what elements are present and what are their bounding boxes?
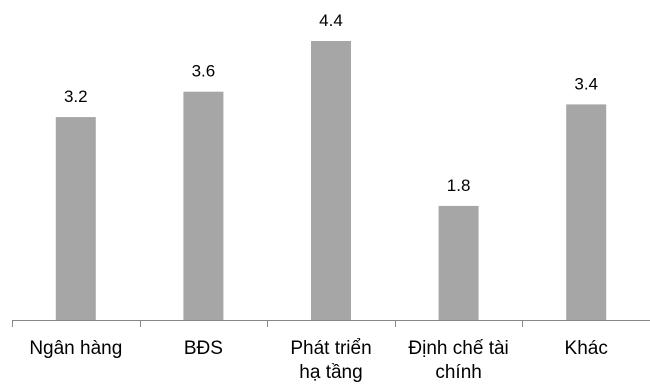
data-label-2: 4.4 [319, 11, 343, 30]
data-label-4: 3.4 [574, 74, 598, 93]
data-label-1: 3.6 [192, 62, 216, 81]
x-tick-label-0: Ngân hàng [29, 338, 122, 359]
x-axis-category-labels: Ngân hàng BĐS Phát triển hạ tầng Định chế tà… [29, 338, 608, 383]
x-tick-label-line: Ngân hàng [29, 338, 122, 359]
x-axis-ticks [12, 320, 523, 327]
x-tick-label-line: BĐS [184, 338, 223, 359]
bar-0 [55, 117, 96, 320]
data-label-0: 3.2 [64, 87, 88, 106]
data-label-3: 1.8 [447, 176, 471, 195]
x-tick-label-2: Phát triển hạ tầng [290, 338, 371, 383]
bar-1 [183, 91, 224, 320]
value-labels-layer: 3.2 3.6 4.4 1.8 3.4 [64, 11, 598, 195]
bars-layer [55, 41, 607, 321]
bar-2 [311, 41, 351, 320]
x-tick-label-line: Định chế tài [408, 338, 508, 359]
x-tick-label-line: Khác [565, 338, 608, 359]
x-tick-label-3: Định chế tài chính [408, 338, 508, 383]
x-tick-label-line: hạ tầng [299, 362, 362, 383]
bar-4 [566, 104, 607, 321]
bar-3 [438, 205, 479, 320]
x-tick-label-1: BĐS [184, 338, 223, 359]
x-tick-label-line: chính [435, 362, 481, 383]
x-tick-label-4: Khác [565, 338, 608, 359]
x-tick-label-line: Phát triển [290, 338, 371, 359]
